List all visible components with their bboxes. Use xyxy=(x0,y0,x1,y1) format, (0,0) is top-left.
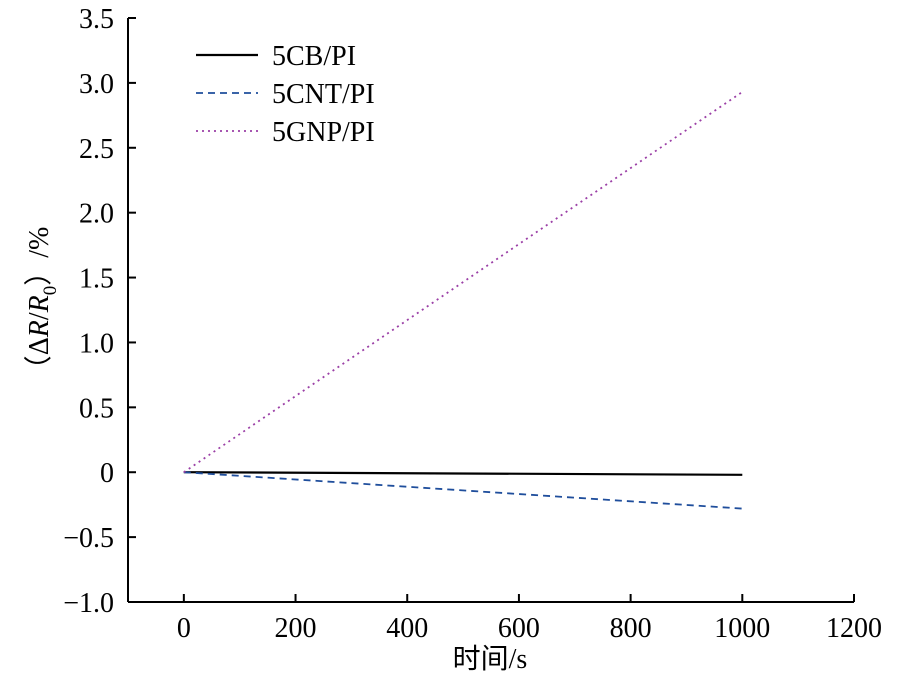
x-tick-label: 400 xyxy=(386,613,428,644)
legend: 5CB/PI 5CNT/PI 5GNP/PI xyxy=(196,41,375,148)
y-tick-label: 1.5 xyxy=(79,264,114,295)
y-tick-label: 0 xyxy=(100,458,114,489)
x-axis-title: 时间/s xyxy=(453,643,528,675)
y-tick-label: 2.5 xyxy=(79,134,114,165)
y-axis-title-close: ）/% xyxy=(23,227,55,286)
y-axis-title-subscript: 0 xyxy=(40,286,61,296)
x-tick-label: 0 xyxy=(177,613,191,644)
y-axis-title-slash: / xyxy=(24,312,55,320)
y-axis-title-r0: R xyxy=(24,295,55,313)
y-tick-label: 2.0 xyxy=(79,199,114,230)
series-line-5cb-pi xyxy=(183,471,743,476)
y-tick-label: 0.5 xyxy=(79,393,114,424)
series-line-5cnt-pi xyxy=(183,471,743,510)
y-tick-label: −1.0 xyxy=(63,588,114,619)
x-tick-label: 600 xyxy=(498,613,540,644)
x-tick-label: 200 xyxy=(275,613,317,644)
series-line-5gnp-pi xyxy=(183,91,743,473)
x-tick-label: 800 xyxy=(610,613,652,644)
legend-label: 5GNP/PI xyxy=(272,117,375,148)
y-axis-title-delta: Δ xyxy=(24,337,55,355)
series-lines xyxy=(183,91,743,510)
y-axis-title-r: R xyxy=(24,320,55,338)
y-tick-label: 1.0 xyxy=(79,328,114,359)
x-tick-label: 1200 xyxy=(826,613,882,644)
y-tick-label: 3.5 xyxy=(79,4,114,35)
y-tick-label: −0.5 xyxy=(63,523,114,554)
axes: −1.0 −0.5 0 0.5 1.0 1.5 2.0 2.5 3.0 3.5 0 200 400 600… xyxy=(63,4,882,644)
y-axis-title-open: （ xyxy=(23,355,55,383)
x-tick-label: 1000 xyxy=(714,613,770,644)
legend-label: 5CNT/PI xyxy=(272,79,375,110)
y-axis-title: （ΔR/R0）/% xyxy=(23,227,61,384)
legend-label: 5CB/PI xyxy=(272,41,356,72)
y-tick-label: 3.0 xyxy=(79,69,114,100)
